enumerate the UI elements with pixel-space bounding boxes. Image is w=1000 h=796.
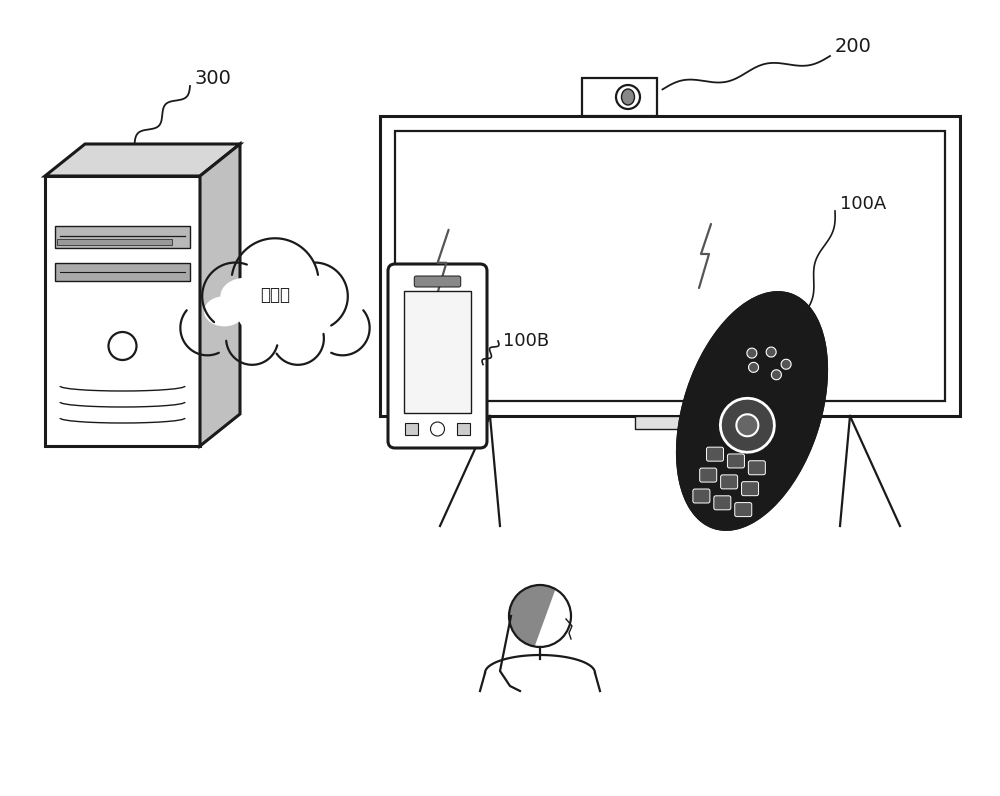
Bar (57, 239, 172, 245)
Polygon shape (200, 144, 240, 446)
Ellipse shape (677, 293, 827, 529)
Ellipse shape (720, 398, 774, 452)
Ellipse shape (766, 347, 776, 357)
FancyBboxPatch shape (735, 502, 752, 517)
Bar (395, 131, 945, 401)
FancyBboxPatch shape (700, 468, 717, 482)
Ellipse shape (621, 89, 634, 105)
FancyBboxPatch shape (742, 482, 759, 496)
Bar (404, 291, 471, 413)
Ellipse shape (747, 348, 757, 358)
Ellipse shape (781, 359, 791, 369)
Circle shape (430, 422, 444, 436)
Ellipse shape (771, 370, 781, 380)
Bar (457, 423, 470, 435)
Text: 300: 300 (195, 68, 232, 88)
Ellipse shape (280, 278, 330, 315)
Text: 100B: 100B (503, 332, 549, 350)
FancyBboxPatch shape (693, 489, 710, 503)
Ellipse shape (749, 362, 759, 373)
FancyBboxPatch shape (714, 496, 731, 509)
FancyBboxPatch shape (748, 461, 765, 474)
Bar (582, 78, 657, 116)
Ellipse shape (305, 296, 346, 326)
Bar (55, 226, 190, 248)
Text: 互联网: 互联网 (260, 286, 290, 304)
Polygon shape (45, 144, 240, 176)
Bar (405, 423, 418, 435)
Bar (380, 116, 960, 416)
Text: 200: 200 (835, 37, 872, 56)
Ellipse shape (204, 296, 245, 326)
FancyBboxPatch shape (727, 454, 744, 468)
Bar (55, 263, 190, 281)
Ellipse shape (220, 278, 270, 315)
Ellipse shape (736, 414, 758, 436)
Polygon shape (45, 176, 200, 446)
FancyBboxPatch shape (721, 475, 738, 489)
FancyBboxPatch shape (414, 276, 461, 287)
Ellipse shape (273, 302, 312, 332)
Polygon shape (677, 293, 827, 529)
Ellipse shape (238, 302, 277, 332)
Polygon shape (509, 585, 556, 646)
Ellipse shape (616, 85, 640, 109)
Text: 100A: 100A (840, 195, 886, 213)
Ellipse shape (242, 258, 308, 307)
FancyBboxPatch shape (388, 264, 487, 448)
Circle shape (109, 332, 137, 360)
FancyBboxPatch shape (707, 447, 724, 461)
Bar (635, 416, 705, 429)
